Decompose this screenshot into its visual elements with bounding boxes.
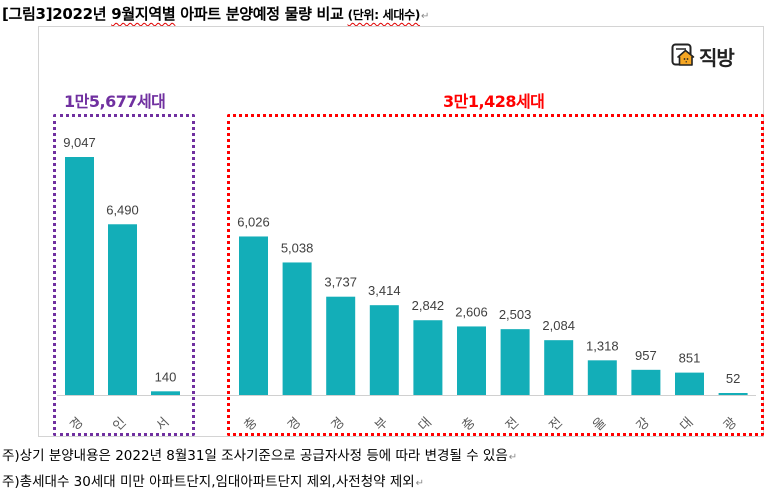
footnote-2: 주)총세대수 30세대 미만 아파트단지,임대아파트단지 제외,사전청약 제외↵ (2, 470, 424, 490)
group-label-capital: 1만5,677세대 (64, 92, 166, 111)
data-label: 140 (155, 369, 177, 384)
spellcheck-underline: 9월지역별 (111, 5, 176, 23)
figure-title-unit: (단위: 세대수) (347, 8, 421, 22)
footnote-1: 주)상기 분양내용은 2022년 8월31일 조사기준으로 공급자사정 등에 따… (2, 444, 517, 464)
paragraph-mark: ↵ (421, 11, 430, 22)
figure-title-main: [그림3]2022년 9월지역별 아파트 분양예정 물량 비교 (2, 5, 344, 23)
data-label: 957 (635, 348, 657, 363)
bar (718, 393, 748, 395)
group-box-capital (53, 114, 195, 436)
bar (151, 391, 180, 395)
bar (500, 329, 530, 395)
data-label: 52 (726, 371, 740, 386)
data-label: 3,737 (324, 275, 357, 290)
group-box-provinces (227, 114, 764, 436)
paragraph-mark: ↵ (508, 452, 518, 463)
bar (675, 372, 704, 395)
bar (326, 296, 356, 395)
bar (239, 236, 268, 395)
bar (457, 326, 486, 395)
data-label: 2,606 (455, 304, 488, 319)
bar (631, 369, 661, 395)
data-label: 1,318 (586, 338, 619, 353)
data-label: 6,490 (106, 202, 139, 217)
bar (369, 305, 399, 395)
footnote-2-text: 주)총세대수 30세대 미만 아파트단지,임대아파트단지 제외,사전청약 제외 (2, 474, 415, 490)
data-label: 2,084 (542, 318, 575, 333)
data-label: 2,842 (412, 298, 445, 313)
group-label-provinces: 3만1,428세대 (443, 92, 545, 111)
bar (108, 224, 137, 395)
bar (587, 360, 617, 395)
figure-title: [그림3]2022년 9월지역별 아파트 분양예정 물량 비교 (단위: 세대수)… (2, 3, 429, 24)
data-label: 2,503 (499, 307, 532, 322)
data-label: 9,047 (63, 135, 96, 150)
zigbang-logo: 직방 (671, 42, 735, 71)
paragraph-mark: ↵ (415, 478, 425, 489)
logo-text: 직방 (699, 46, 735, 70)
bar (65, 157, 94, 395)
bar (282, 262, 312, 395)
data-label: 851 (679, 351, 701, 366)
house-icon (671, 43, 695, 71)
bar (544, 340, 574, 395)
footnote-1-text: 주)상기 분양내용은 2022년 8월31일 조사기준으로 공급자사정 등에 따… (2, 448, 508, 464)
bar (413, 320, 443, 395)
data-label: 3,414 (368, 283, 401, 298)
data-label: 6,026 (237, 214, 270, 229)
data-label: 5,038 (281, 240, 314, 255)
